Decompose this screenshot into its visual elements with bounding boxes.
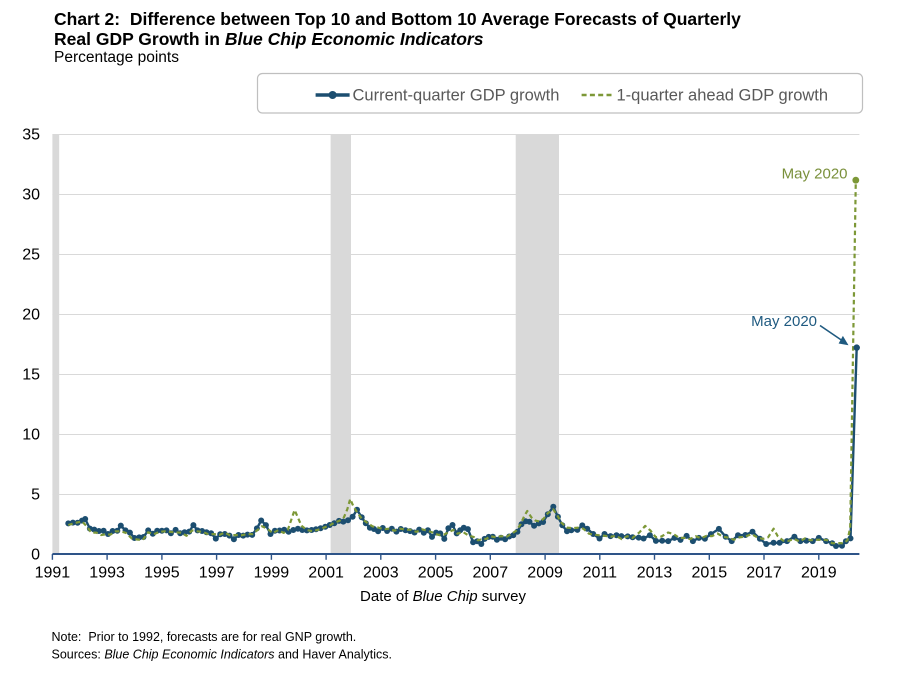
svg-text:Real GDP Growth in Blue Chip E: Real GDP Growth in Blue Chip Economic In… <box>54 29 484 49</box>
svg-text:2017: 2017 <box>746 565 782 582</box>
svg-text:2019: 2019 <box>801 565 837 582</box>
svg-text:2003: 2003 <box>363 565 399 582</box>
svg-text:Chart 2: Difference between T: Chart 2: Difference between Top 10 and B… <box>54 9 741 29</box>
svg-text:2007: 2007 <box>473 565 509 582</box>
svg-text:2009: 2009 <box>527 565 563 582</box>
svg-text:2011: 2011 <box>583 565 618 582</box>
svg-text:1995: 1995 <box>144 565 180 582</box>
svg-text:1993: 1993 <box>89 565 125 582</box>
svg-text:30: 30 <box>22 187 40 204</box>
svg-text:35: 35 <box>22 127 40 144</box>
svg-text:May 2020: May 2020 <box>751 313 817 330</box>
svg-text:20: 20 <box>22 307 40 324</box>
svg-text:Current-quarter GDP growth: Current-quarter GDP growth <box>353 87 560 105</box>
svg-text:2001: 2001 <box>308 565 344 582</box>
svg-text:2015: 2015 <box>692 565 728 582</box>
svg-text:10: 10 <box>22 427 40 444</box>
svg-text:Note: Prior to 1992, forecast: Note: Prior to 1992, forecasts are for r… <box>52 630 357 644</box>
svg-text:2013: 2013 <box>637 565 673 582</box>
svg-text:1999: 1999 <box>254 565 290 582</box>
svg-text:Percentage points: Percentage points <box>54 49 179 66</box>
svg-text:1997: 1997 <box>199 565 235 582</box>
svg-text:Date of Blue Chip survey: Date of Blue Chip survey <box>360 588 526 605</box>
svg-text:Sources: Blue Chip Economic In: Sources: Blue Chip Economic Indicators a… <box>52 648 392 662</box>
svg-text:2005: 2005 <box>418 565 454 582</box>
svg-text:0: 0 <box>31 547 40 564</box>
svg-text:1991: 1991 <box>35 565 71 582</box>
svg-text:May 2020: May 2020 <box>782 165 848 182</box>
svg-text:25: 25 <box>22 247 40 264</box>
svg-text:1-quarter ahead GDP growth: 1-quarter ahead GDP growth <box>617 87 829 105</box>
svg-text:5: 5 <box>31 487 40 504</box>
svg-text:15: 15 <box>22 367 40 384</box>
